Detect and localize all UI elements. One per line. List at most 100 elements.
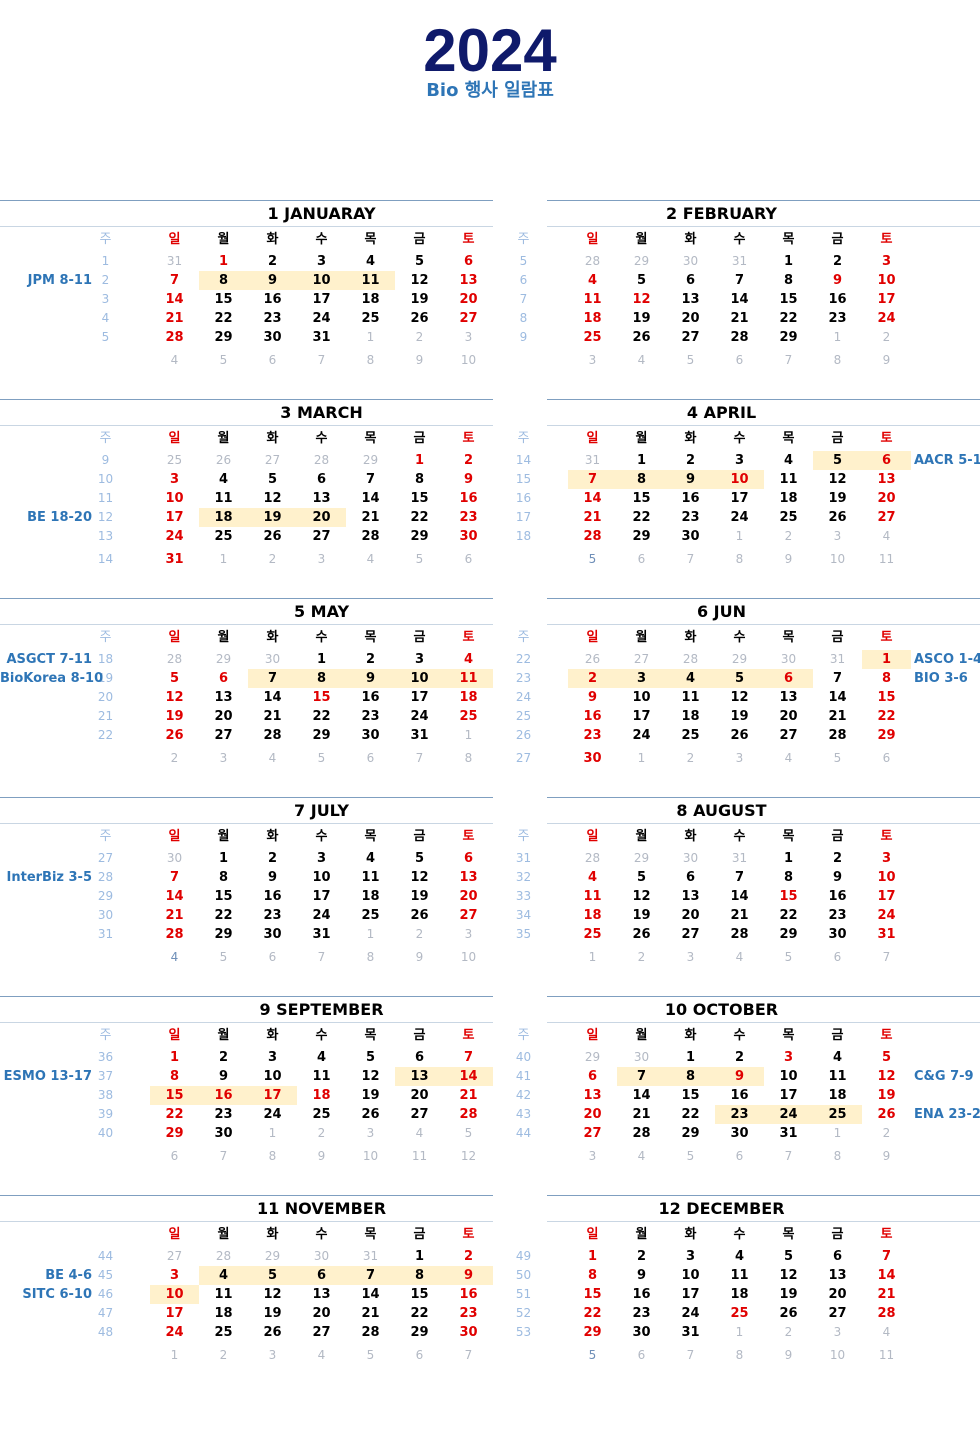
day-cell: 9 bbox=[666, 470, 715, 489]
day-cell: 8 bbox=[297, 669, 346, 688]
day-cell: 8 bbox=[199, 271, 248, 290]
weekday-header: 화 bbox=[266, 1028, 279, 1043]
footer-day: 7 bbox=[686, 552, 695, 566]
day-cell: 1 bbox=[636, 453, 647, 468]
day-cell: 29 bbox=[779, 330, 798, 345]
weekday-header: 수 bbox=[315, 1227, 328, 1242]
day-cell: 10 bbox=[715, 470, 764, 489]
day-cell: 7 bbox=[169, 273, 180, 288]
week-number: 40 bbox=[515, 1050, 532, 1064]
day-cell: 25 bbox=[166, 453, 183, 467]
month-name: 12 DECEMBER bbox=[658, 1199, 785, 1218]
weekday-header: 토 bbox=[880, 232, 893, 247]
month-name: 2 FEBRUARY bbox=[666, 204, 777, 223]
day-cell: 21 bbox=[583, 510, 602, 525]
month-name: 10 OCTOBER bbox=[664, 1000, 779, 1019]
weekday-header: 수 bbox=[315, 829, 328, 844]
day-cell: 28 bbox=[730, 927, 749, 942]
day-cell: 2 bbox=[832, 851, 843, 866]
day-cell: 8 bbox=[414, 472, 425, 487]
weekday-header: 목 bbox=[782, 630, 795, 645]
day-cell: 5 bbox=[414, 851, 425, 866]
day-cell: 9 bbox=[248, 271, 297, 290]
weekday-header: 화 bbox=[266, 431, 279, 446]
month-block: 3 MARCH 주 일 월 화 수 목 금 토 9 25 26 27 28 29 1 2 10 3 4 5 6 7 8 9 11 1… bbox=[0, 399, 493, 598]
footer-day: 4 bbox=[366, 552, 375, 566]
day-cell: 25 bbox=[214, 529, 233, 544]
day-cell: 25 bbox=[361, 311, 380, 326]
day-cell: 1 bbox=[833, 1126, 842, 1140]
month-block: 11 NOVEMBER 일 월 화 수 목 금 토 44 27 28 29 30 31 1 2 45 3 4 5 6 7 8… bbox=[0, 1195, 493, 1394]
month-top-rule bbox=[0, 1195, 493, 1196]
week-number: 14 bbox=[97, 552, 114, 566]
day-cell: 26 bbox=[215, 453, 232, 467]
day-cell: 10 bbox=[165, 491, 184, 506]
day-cell: 18 bbox=[214, 1306, 233, 1321]
footer-day: 6 bbox=[735, 1149, 744, 1163]
day-cell: 14 bbox=[877, 1268, 896, 1283]
month-block: 4 APRIL 주 일 월 화 수 목 금 토 14 31 1 2 3 4 5 6 15 7 8 9 10 11 12 13 16… bbox=[516, 399, 980, 598]
day-cell: 26 bbox=[263, 529, 282, 544]
weekday-header: 일 bbox=[586, 1028, 599, 1043]
day-cell: 14 bbox=[828, 690, 847, 705]
footer-day: 6 bbox=[268, 353, 277, 367]
day-cell: 12 bbox=[361, 1069, 380, 1084]
day-cell: 26 bbox=[263, 1325, 282, 1340]
week-number: 19 bbox=[97, 671, 114, 685]
day-cell: 19 bbox=[632, 311, 651, 326]
day-cell: 3 bbox=[881, 851, 892, 866]
day-cell: 10 bbox=[877, 870, 896, 885]
week-header: 주 bbox=[99, 431, 112, 446]
week-header: 주 bbox=[99, 232, 112, 247]
day-cell: 19 bbox=[263, 1306, 282, 1321]
day-cell: 28 bbox=[584, 851, 601, 865]
weekday-header: 화 bbox=[684, 431, 697, 446]
footer-day: 1 bbox=[588, 950, 597, 964]
weekday-header: 월 bbox=[635, 829, 648, 844]
day-cell: 5 bbox=[715, 669, 764, 688]
day-cell: 29 bbox=[214, 330, 233, 345]
footer-day: 7 bbox=[415, 751, 424, 765]
week-number: 12 bbox=[97, 510, 114, 524]
footer-day: 2 bbox=[219, 1348, 228, 1362]
day-cell: 24 bbox=[681, 1306, 700, 1321]
month-name: 1 JANUARAY bbox=[267, 204, 376, 223]
week-header: 주 bbox=[517, 431, 530, 446]
week-number: 43 bbox=[515, 1107, 532, 1121]
footer-day: 5 bbox=[588, 552, 597, 566]
day-cell: 3 bbox=[267, 1050, 278, 1065]
weekday-header: 화 bbox=[684, 232, 697, 247]
day-cell: 7 bbox=[169, 870, 180, 885]
day-cell: 7 bbox=[568, 470, 617, 489]
day-cell: 24 bbox=[165, 529, 184, 544]
day-cell: 16 bbox=[583, 709, 602, 724]
day-cell: 3 bbox=[783, 1050, 794, 1065]
footer-day: 2 bbox=[268, 552, 277, 566]
day-cell: 29 bbox=[264, 1249, 281, 1263]
day-cell: 22 bbox=[214, 311, 233, 326]
day-cell: 10 bbox=[632, 690, 651, 705]
day-cell: 28 bbox=[584, 254, 601, 268]
weekday-header: 금 bbox=[413, 1227, 426, 1242]
day-cell: 21 bbox=[263, 709, 282, 724]
day-cell: 2 bbox=[267, 851, 278, 866]
day-cell: 28 bbox=[361, 529, 380, 544]
day-cell: 24 bbox=[877, 908, 896, 923]
day-cell: 13 bbox=[877, 472, 896, 487]
footer-day: 9 bbox=[415, 950, 424, 964]
day-cell: 2 bbox=[832, 254, 843, 269]
event-label: InterBiz 3-5 bbox=[6, 870, 92, 885]
day-cell: 1 bbox=[414, 1249, 425, 1264]
day-cell: 1 bbox=[218, 851, 229, 866]
day-cell: 16 bbox=[632, 1287, 651, 1302]
week-number: 11 bbox=[97, 491, 114, 505]
day-cell: 8 bbox=[666, 1067, 715, 1086]
week-header: 주 bbox=[99, 1028, 112, 1043]
day-cell: 11 bbox=[681, 690, 700, 705]
day-cell: 25 bbox=[312, 1107, 331, 1122]
day-cell: 4 bbox=[199, 1266, 248, 1285]
month-block: 1 JANUARAY 주 일 월 화 수 목 금 토 1 31 1 2 3 4 5 6 2 7 8 9 10 11 12 13 3… bbox=[0, 200, 493, 399]
weekday-header: 화 bbox=[266, 829, 279, 844]
month-name: 11 NOVEMBER bbox=[256, 1199, 387, 1218]
footer-day: 6 bbox=[735, 353, 744, 367]
